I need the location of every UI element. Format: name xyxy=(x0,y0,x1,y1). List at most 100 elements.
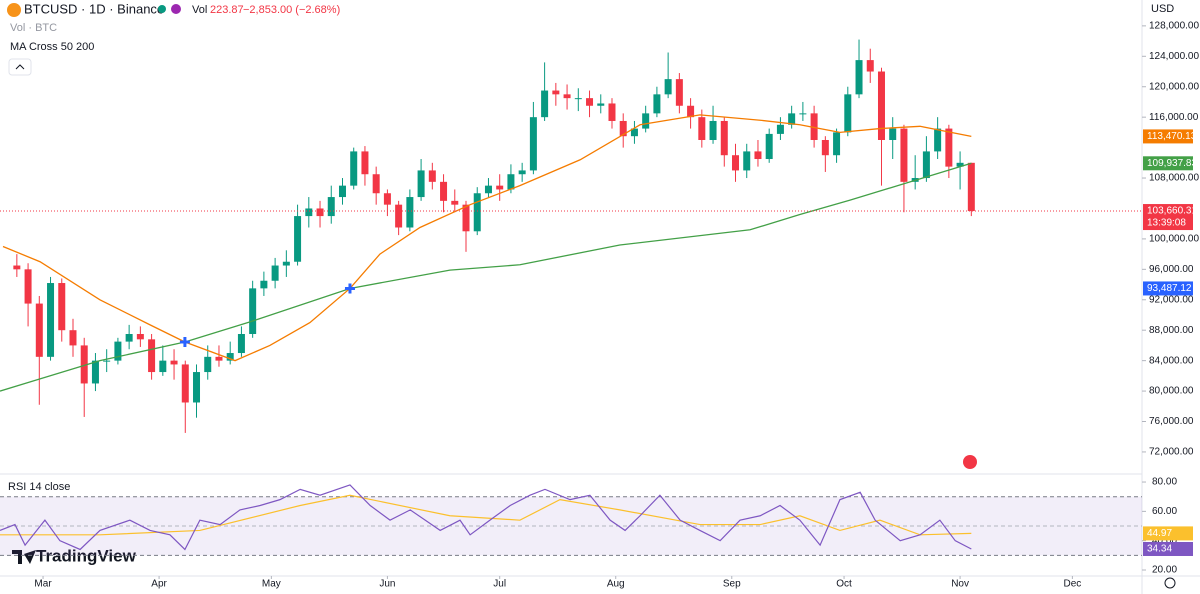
rsi-label: RSI 14 close xyxy=(8,481,70,493)
price-tag xyxy=(1143,541,1193,556)
y-tick-label: 108,000.00 xyxy=(1149,173,1199,184)
candle-body xyxy=(170,360,178,365)
candle-body xyxy=(428,170,436,182)
candle-body xyxy=(934,128,942,152)
candle-body xyxy=(327,197,335,217)
price-tag xyxy=(1143,281,1193,296)
candle-body xyxy=(305,208,313,217)
x-tick-label: Apr xyxy=(151,579,167,590)
rsi-line xyxy=(0,494,972,536)
price-tag xyxy=(1143,156,1193,171)
candle-body xyxy=(552,90,560,95)
candle-body xyxy=(619,120,627,137)
cross-marker xyxy=(344,283,355,294)
settings-icon[interactable] xyxy=(1164,577,1176,589)
candle-body xyxy=(69,330,77,346)
candle-body xyxy=(866,60,874,72)
y-tick-label: 76,000.00 xyxy=(1149,416,1194,427)
y-tick-label: 124,000.00 xyxy=(1149,51,1199,62)
candle-body xyxy=(833,132,841,156)
candle-body xyxy=(967,162,975,212)
change: −2,853.00 (−2.68%) xyxy=(243,4,340,16)
x-tick-label: Sep xyxy=(723,579,741,590)
candle-body xyxy=(361,151,369,175)
candle-body xyxy=(440,181,448,201)
candle-body xyxy=(114,341,122,361)
candle-body xyxy=(608,103,616,121)
candle-body xyxy=(372,174,380,194)
collapse-icon xyxy=(15,64,25,70)
price-tag-label: 44.97 xyxy=(1147,528,1172,539)
candle-body xyxy=(496,185,504,190)
candle-body xyxy=(181,364,189,403)
price-tag xyxy=(1143,526,1193,541)
y-tick-label: 128,000.00 xyxy=(1149,21,1199,32)
moving-average xyxy=(2,114,972,362)
indicator-label[interactable]: MA Cross 50 200 xyxy=(10,41,94,53)
candle-body xyxy=(664,79,672,95)
price-tag xyxy=(1143,129,1193,144)
y-tick-label: 84,000.00 xyxy=(1149,355,1194,366)
y-tick-label: 88,000.00 xyxy=(1149,325,1194,336)
currency[interactable]: USD xyxy=(1151,3,1174,15)
candle-body xyxy=(586,98,594,106)
x-tick-label: Jul xyxy=(493,579,506,590)
symbol-title[interactable]: BTCUSD · 1D · Binance xyxy=(24,1,164,16)
y-tick-label: 80.00 xyxy=(1152,477,1177,488)
candle-body xyxy=(417,170,425,198)
x-tick-label: Dec xyxy=(1063,579,1081,590)
candle-body xyxy=(518,170,526,175)
candle-body xyxy=(406,197,414,228)
vol-label: Vol xyxy=(192,4,207,16)
candle-body xyxy=(922,151,930,179)
candle-body xyxy=(338,185,346,198)
candle-body xyxy=(732,155,740,171)
candle-body xyxy=(630,128,638,137)
x-tick-label: Aug xyxy=(607,579,625,590)
x-tick-label: Oct xyxy=(836,579,852,590)
candle-body xyxy=(125,334,133,342)
candle-body xyxy=(249,288,257,335)
alert-icon xyxy=(171,4,181,14)
candle-body xyxy=(889,128,897,140)
price-tag-label: 113,470.13 xyxy=(1147,131,1197,142)
symbol-icon xyxy=(7,3,21,17)
candle-body xyxy=(91,360,99,384)
y-tick-label: 60.00 xyxy=(1152,506,1177,517)
candle-body xyxy=(13,265,21,270)
event-icon xyxy=(963,455,977,469)
price-tag xyxy=(1143,204,1193,231)
price-tag-label: 93,487.12 xyxy=(1147,283,1192,294)
y-tick-label: 80,000.00 xyxy=(1149,386,1194,397)
price-tag-label: 103,660.31 xyxy=(1147,206,1197,217)
candle-body xyxy=(507,174,515,190)
candle-body xyxy=(80,345,88,384)
price-tag-label: 109,937.83 xyxy=(1147,158,1197,169)
candle-body xyxy=(35,303,43,357)
candle-body xyxy=(529,117,537,171)
y-tick-label: 72,000.00 xyxy=(1149,447,1194,458)
price-tag-label: 34.34 xyxy=(1147,544,1172,555)
candle-body xyxy=(282,261,290,266)
volume-label[interactable]: Vol · BTC xyxy=(10,22,57,34)
candle-body xyxy=(642,113,650,129)
candle-body xyxy=(821,139,829,156)
candle-body xyxy=(945,128,953,167)
candle-body xyxy=(215,356,223,361)
candle-body xyxy=(776,124,784,134)
candle-body xyxy=(204,356,212,373)
y-tick-label: 92,000.00 xyxy=(1149,294,1194,305)
candle-body xyxy=(597,103,605,106)
cross-marker xyxy=(179,336,190,347)
candle-body xyxy=(653,94,661,114)
candle-body xyxy=(563,94,571,99)
candle-body xyxy=(193,372,201,403)
last-value: 223.87 xyxy=(210,4,244,16)
candle-body xyxy=(462,204,470,232)
y-tick-label: 40.00 xyxy=(1152,535,1177,546)
brand-logo xyxy=(12,550,36,564)
y-tick-label: 116,000.00 xyxy=(1149,112,1199,123)
candle-body xyxy=(877,71,885,140)
collapse-button[interactable] xyxy=(8,58,32,76)
